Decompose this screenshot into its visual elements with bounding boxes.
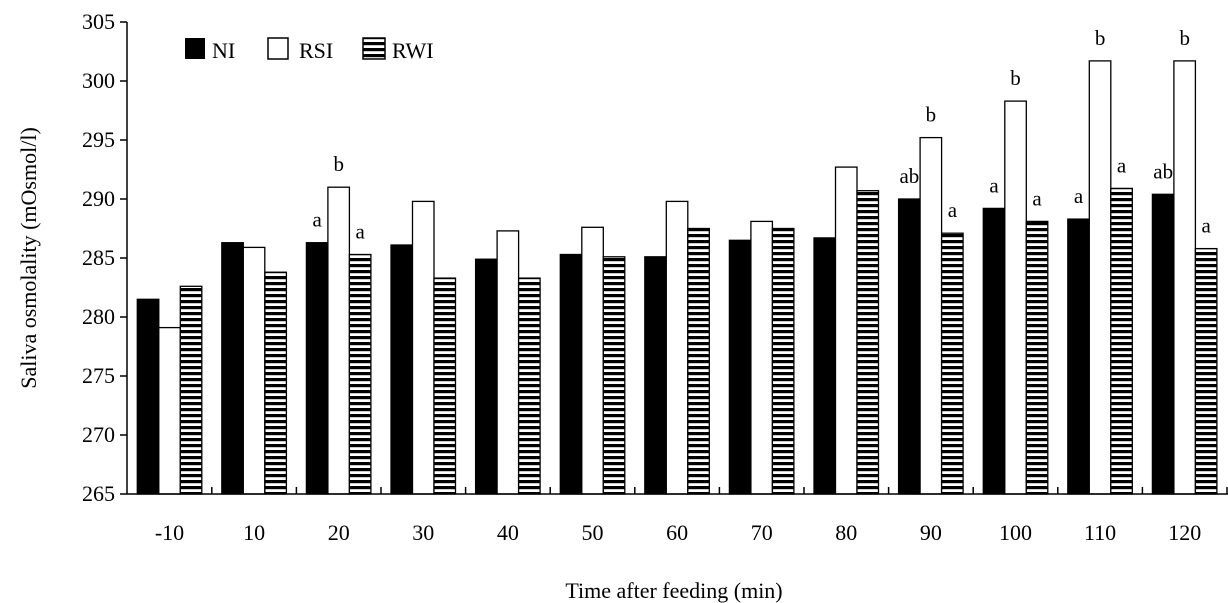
x-tick-label: 60 [666,520,688,545]
x-tick-label: 30 [412,520,434,545]
bar-ni-90 [897,198,921,495]
bar-rwi-80 [856,190,880,495]
significance-label: a [313,208,323,232]
bar-ni-80 [813,237,837,495]
bar-rsi-50 [581,226,604,495]
significance-label: a [1117,153,1127,177]
y-tick-label: 295 [82,127,115,152]
legend-swatch-ni [185,38,205,59]
bar-rwi-20 [348,253,372,495]
y-tick-label: 280 [82,304,115,329]
bar-ni-70 [728,239,752,495]
y-tick-label: 290 [82,186,115,211]
significance-label: b [1179,26,1190,50]
bar-rsi--10 [158,326,181,495]
significance-label: ab [899,164,919,188]
significance-label: a [989,173,999,197]
significance-label: a [948,198,958,222]
bar-rwi-60 [687,227,710,495]
bars-layer [136,60,1218,495]
bar-rwi-40 [517,277,541,495]
legend-swatch-rwi [362,37,386,60]
legend-label-ni: NI [212,38,235,63]
bar-rsi-80 [834,166,858,495]
x-tick-label: 70 [751,520,773,545]
significance-label: b [333,152,344,176]
x-tick-label: 90 [920,520,942,545]
x-tick-label: 100 [999,520,1032,545]
significance-label: b [1010,66,1021,90]
significance-label: a [1032,186,1042,210]
bar-rwi-90 [940,232,964,495]
bar-rsi-40 [496,230,520,495]
bar-rwi-120 [1194,247,1218,495]
bar-ni-60 [644,256,667,495]
y-tick-label: 305 [82,9,115,34]
y-tick-label: 275 [82,363,115,388]
labels-layer: 265 270 275 280 285 290 295 300 305 -10 10 20 30 40 50… [82,9,1212,545]
legend: NI RSI RWI [185,37,434,63]
bar-rsi-90 [919,136,943,495]
bar-rwi-70 [771,227,795,495]
legend-swatch-rsi [267,37,289,60]
bar-ni-20 [305,242,329,495]
x-tick-label: 120 [1168,520,1201,545]
bar-rwi-110 [1110,187,1133,495]
bar-rsi-30 [411,200,435,495]
axes-layer [120,21,1228,495]
y-tick-label: 270 [82,422,115,447]
y-axis-title: Saliva osmolality (mOsmol/l) [16,127,41,389]
bar-rwi-50 [602,256,626,495]
legend-label-rwi: RWI [392,38,434,63]
y-tick-label: 300 [82,68,115,93]
legend-label-rsi: RSI [299,38,333,63]
y-tick-label: 285 [82,245,115,270]
bar-rwi--10 [179,285,203,495]
significance-label: ab [1153,159,1173,183]
y-tick-label: 265 [82,481,115,506]
x-tick-label: 40 [497,520,519,545]
bar-rwi-30 [433,277,457,495]
bar-rsi-70 [750,220,774,495]
bar-rwi-10 [264,271,288,495]
bar-rsi-100 [1004,100,1027,495]
bar-ni-120 [1151,193,1175,495]
bar-ni-40 [474,258,498,495]
bar-rsi-20 [327,186,351,495]
bar-rwi-100 [1025,220,1049,495]
significance-label: a [1074,184,1084,208]
bar-ni-50 [559,253,583,495]
x-tick-label: -10 [155,520,184,545]
bar-rsi-10 [242,246,266,495]
significance-label: b [926,103,937,127]
bar-rsi-60 [665,200,689,495]
bar-ni--10 [136,298,160,495]
bar-ni-110 [1067,218,1090,495]
bar-ni-100 [982,207,1006,495]
significance-label: a [1202,214,1212,238]
x-tick-label: 10 [243,520,265,545]
x-tick-label: 50 [582,520,604,545]
x-tick-label: 110 [1084,520,1116,545]
bar-rsi-120 [1173,60,1197,495]
x-tick-label: 20 [328,520,350,545]
x-axis-title: Time after feeding (min) [565,578,782,603]
significance-label: a [356,220,366,244]
significance-label: b [1095,26,1106,50]
x-tick-label: 80 [835,520,857,545]
bar-rsi-110 [1088,60,1112,495]
bar-ni-10 [221,242,244,495]
bar-ni-30 [390,244,414,495]
